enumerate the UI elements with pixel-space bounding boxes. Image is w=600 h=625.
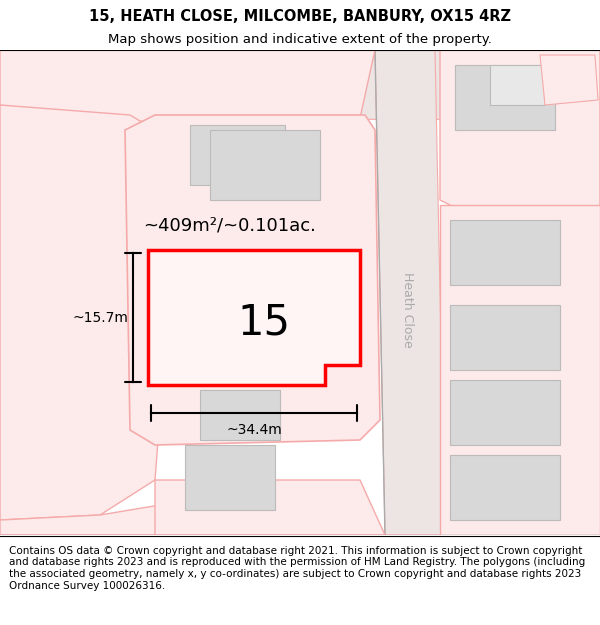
Polygon shape [440,205,600,535]
Text: 15, HEATH CLOSE, MILCOMBE, BANBURY, OX15 4RZ: 15, HEATH CLOSE, MILCOMBE, BANBURY, OX15… [89,9,511,24]
Bar [450,455,560,520]
Text: Heath Close: Heath Close [401,272,413,348]
Bar [450,380,560,445]
Polygon shape [125,115,380,445]
Text: Map shows position and indicative extent of the property.: Map shows position and indicative extent… [108,32,492,46]
Polygon shape [0,105,165,520]
Polygon shape [540,55,598,105]
Polygon shape [0,50,375,125]
Polygon shape [0,505,165,535]
Text: 15: 15 [238,301,290,344]
Polygon shape [440,50,600,220]
Bar [450,305,560,370]
Polygon shape [375,50,445,535]
Bar [190,125,285,185]
Bar [455,65,555,130]
Text: Contains OS data © Crown copyright and database right 2021. This information is : Contains OS data © Crown copyright and d… [9,546,585,591]
Polygon shape [148,250,360,385]
Polygon shape [155,480,385,535]
Text: ~15.7m: ~15.7m [72,311,128,324]
Bar [185,445,275,510]
Polygon shape [0,50,600,120]
Text: ~34.4m: ~34.4m [226,423,282,437]
Bar [490,65,545,105]
Bar [450,220,560,285]
Text: ~409m²/~0.101ac.: ~409m²/~0.101ac. [143,216,316,234]
Bar [200,390,280,440]
Bar [195,268,325,348]
Bar [210,130,320,200]
